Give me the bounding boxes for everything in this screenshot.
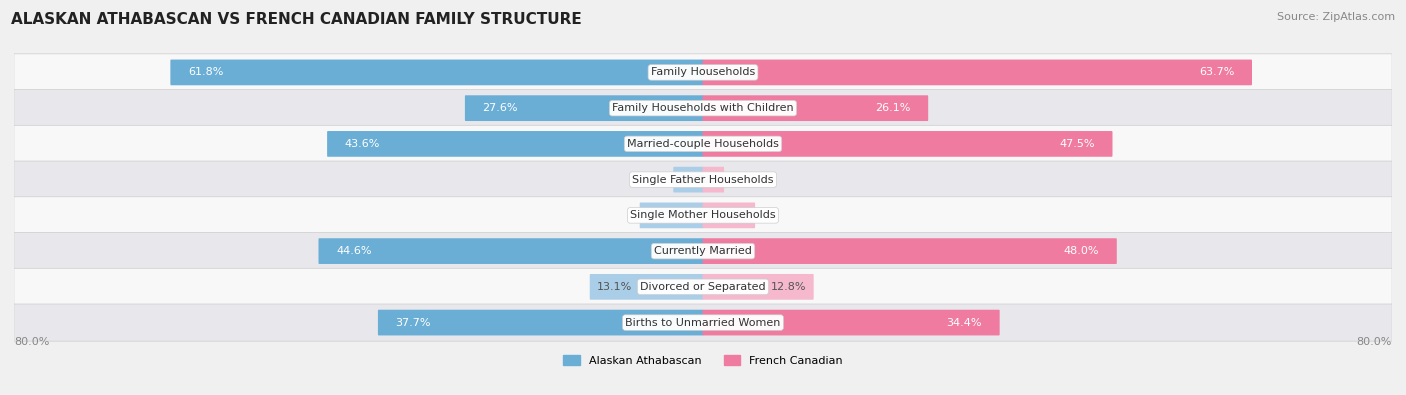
Text: 6.0%: 6.0% bbox=[720, 211, 748, 220]
Text: Family Households: Family Households bbox=[651, 68, 755, 77]
FancyBboxPatch shape bbox=[14, 304, 1392, 341]
FancyBboxPatch shape bbox=[170, 60, 703, 85]
Text: 44.6%: 44.6% bbox=[336, 246, 371, 256]
FancyBboxPatch shape bbox=[378, 310, 703, 335]
Text: 80.0%: 80.0% bbox=[14, 337, 49, 347]
FancyBboxPatch shape bbox=[465, 95, 703, 121]
Text: 48.0%: 48.0% bbox=[1064, 246, 1099, 256]
FancyBboxPatch shape bbox=[319, 238, 703, 264]
Text: 26.1%: 26.1% bbox=[875, 103, 911, 113]
Text: Single Father Households: Single Father Households bbox=[633, 175, 773, 184]
FancyBboxPatch shape bbox=[673, 167, 703, 192]
FancyBboxPatch shape bbox=[640, 203, 703, 228]
FancyBboxPatch shape bbox=[703, 60, 1251, 85]
Text: 34.4%: 34.4% bbox=[946, 318, 981, 327]
Text: 80.0%: 80.0% bbox=[1357, 337, 1392, 347]
Text: 3.4%: 3.4% bbox=[681, 175, 709, 184]
Text: 43.6%: 43.6% bbox=[344, 139, 380, 149]
Text: 63.7%: 63.7% bbox=[1199, 68, 1234, 77]
Text: Currently Married: Currently Married bbox=[654, 246, 752, 256]
Text: 37.7%: 37.7% bbox=[395, 318, 432, 327]
Text: 7.3%: 7.3% bbox=[647, 211, 675, 220]
Text: ALASKAN ATHABASCAN VS FRENCH CANADIAN FAMILY STRUCTURE: ALASKAN ATHABASCAN VS FRENCH CANADIAN FA… bbox=[11, 12, 582, 27]
FancyBboxPatch shape bbox=[703, 167, 724, 192]
Text: Source: ZipAtlas.com: Source: ZipAtlas.com bbox=[1277, 12, 1395, 22]
FancyBboxPatch shape bbox=[14, 161, 1392, 198]
FancyBboxPatch shape bbox=[703, 203, 755, 228]
FancyBboxPatch shape bbox=[703, 238, 1116, 264]
Text: Births to Unmarried Women: Births to Unmarried Women bbox=[626, 318, 780, 327]
FancyBboxPatch shape bbox=[14, 125, 1392, 162]
FancyBboxPatch shape bbox=[703, 131, 1112, 157]
FancyBboxPatch shape bbox=[14, 233, 1392, 270]
Text: Married-couple Households: Married-couple Households bbox=[627, 139, 779, 149]
Text: 27.6%: 27.6% bbox=[482, 103, 517, 113]
Text: 47.5%: 47.5% bbox=[1059, 139, 1095, 149]
Text: 13.1%: 13.1% bbox=[598, 282, 633, 292]
Text: Divorced or Separated: Divorced or Separated bbox=[640, 282, 766, 292]
FancyBboxPatch shape bbox=[14, 90, 1392, 127]
Text: 61.8%: 61.8% bbox=[188, 68, 224, 77]
Text: 2.4%: 2.4% bbox=[689, 175, 717, 184]
FancyBboxPatch shape bbox=[328, 131, 703, 157]
FancyBboxPatch shape bbox=[14, 197, 1392, 234]
Legend: Alaskan Athabascan, French Canadian: Alaskan Athabascan, French Canadian bbox=[564, 355, 842, 366]
Text: 12.8%: 12.8% bbox=[770, 282, 807, 292]
FancyBboxPatch shape bbox=[703, 274, 814, 300]
Text: Family Households with Children: Family Households with Children bbox=[612, 103, 794, 113]
FancyBboxPatch shape bbox=[14, 54, 1392, 91]
Text: Single Mother Households: Single Mother Households bbox=[630, 211, 776, 220]
FancyBboxPatch shape bbox=[703, 95, 928, 121]
FancyBboxPatch shape bbox=[589, 274, 703, 300]
FancyBboxPatch shape bbox=[14, 268, 1392, 305]
FancyBboxPatch shape bbox=[703, 310, 1000, 335]
